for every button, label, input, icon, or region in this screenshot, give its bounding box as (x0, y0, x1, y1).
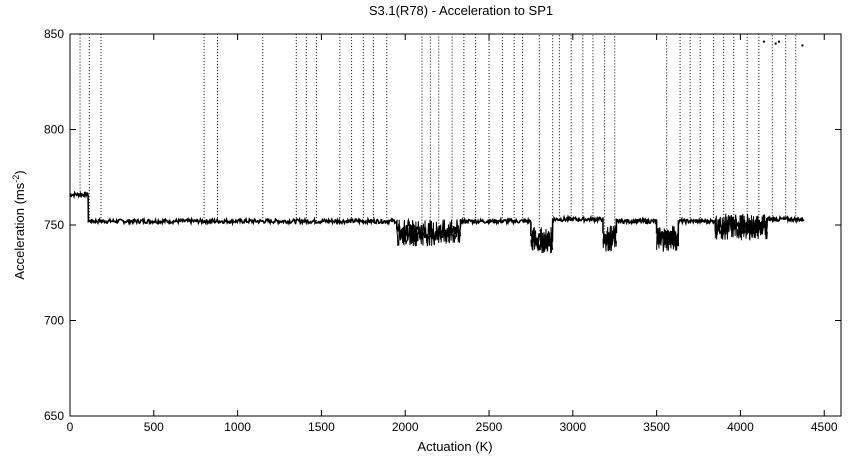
x-tick-label: 2500 (476, 420, 503, 434)
y-axis-label-main: Acceleration (ms (12, 182, 27, 279)
y-tick-label: 700 (44, 314, 64, 328)
x-tick-label: 1500 (308, 420, 335, 434)
x-axis-tick-labels: 0 500 1000 1500 2000 2500 3000 3500 4000… (67, 420, 838, 434)
y-tick-label: 800 (44, 123, 64, 137)
series-noise-band (396, 217, 461, 248)
plot-area (69, 33, 842, 417)
y-tick-label: 750 (44, 218, 64, 232)
x-tick-label: 1000 (224, 420, 251, 434)
x-tick-label: 4500 (811, 420, 838, 434)
x-tick-label: 2000 (392, 420, 419, 434)
y-tick-label: 650 (44, 409, 64, 423)
y-axis-label-close: ) (12, 170, 27, 174)
series-baseline (69, 190, 805, 248)
y-axis-tick-labels: 650 700 750 800 850 (44, 27, 64, 423)
x-tick-label: 500 (144, 420, 164, 434)
y-axis-label-superscript: -2 (11, 175, 21, 183)
x-axis-label: Actuation (K) (417, 439, 492, 454)
x-tick-label: 4000 (727, 420, 754, 434)
series-noise-band (714, 213, 768, 241)
series-noise-band (530, 227, 554, 254)
y-axis-label: Acceleration (ms-2) (11, 170, 27, 279)
x-tick-label: 0 (67, 420, 74, 434)
x-tick-label: 3000 (559, 420, 586, 434)
series-noise-band (656, 225, 679, 252)
x-tick-label: 3500 (643, 420, 670, 434)
scatter-point (762, 40, 765, 43)
y-tick-label: 850 (44, 27, 64, 41)
scatter-point (801, 44, 804, 47)
series-acceleration (69, 34, 805, 254)
chart-title: S3.1(R78) - Acceleration to SP1 (369, 3, 553, 18)
scatter-point (774, 42, 777, 45)
axis-ticks (69, 33, 841, 417)
series-noise-band (602, 225, 617, 252)
scatter-point (777, 40, 780, 43)
